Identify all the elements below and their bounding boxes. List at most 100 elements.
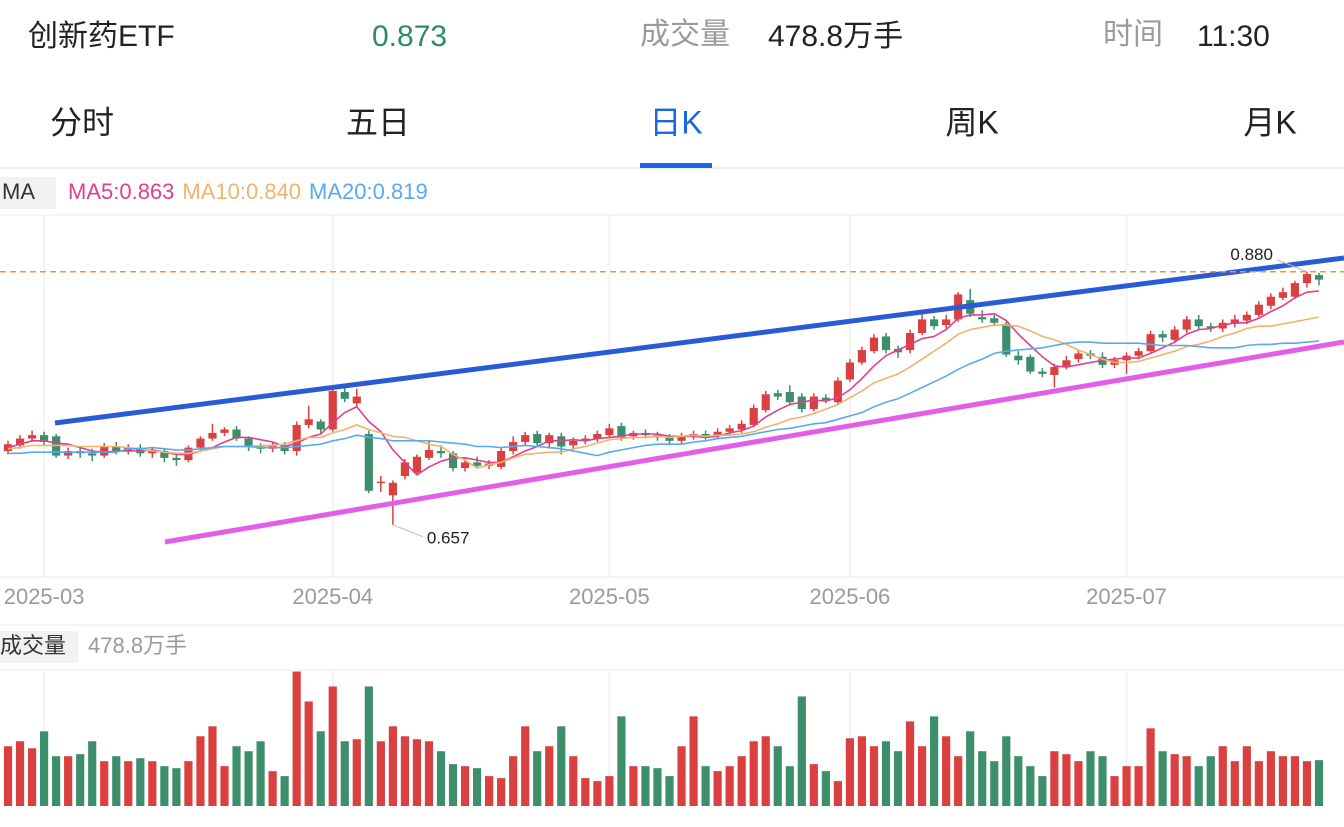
tab[interactable]: 月K	[1243, 104, 1296, 140]
candle-body	[436, 451, 446, 454]
volume-bar	[617, 716, 626, 806]
candle-body	[857, 350, 867, 363]
volume-bar	[1158, 751, 1167, 806]
volume-bar	[893, 751, 903, 806]
volume-bar	[1002, 736, 1011, 806]
volume-bar	[160, 766, 169, 806]
candle-body	[905, 333, 915, 351]
volume-bar	[1062, 754, 1071, 806]
candle-body	[497, 451, 506, 467]
tab[interactable]: 分时	[50, 104, 114, 140]
volume-bar	[990, 761, 999, 806]
tab[interactable]: 五日	[346, 104, 410, 140]
volume-bar	[1122, 766, 1131, 806]
volume-subtitle: 478.8万手	[88, 633, 187, 658]
volume-bar	[76, 754, 85, 806]
volume-bar	[629, 766, 638, 806]
volume-bar	[148, 761, 157, 806]
x-tick-label: 2025-06	[810, 584, 891, 609]
volume-bar	[196, 736, 205, 806]
volume-bar	[641, 766, 650, 806]
volume-bar	[689, 716, 698, 806]
volume-bar	[136, 758, 145, 806]
volume-bar	[1146, 728, 1155, 806]
volume-bar	[292, 671, 301, 806]
candle-body	[545, 435, 554, 444]
volume-bar	[328, 686, 337, 806]
low-label: 0.657	[427, 528, 470, 547]
volume-bar	[88, 741, 97, 806]
candle-body	[328, 390, 337, 430]
ma-line	[8, 340, 1320, 457]
volume-bar	[845, 738, 855, 806]
candle-body	[196, 438, 205, 448]
candle-body	[304, 419, 313, 425]
candle-body	[942, 319, 951, 326]
volume-bar	[569, 756, 578, 806]
candle-body	[761, 394, 770, 411]
volume-bar	[400, 736, 410, 806]
legend-title: MA	[2, 179, 35, 204]
volume-bar	[460, 766, 470, 806]
candle-body	[1314, 275, 1324, 280]
candle-body	[400, 462, 410, 477]
candle-body	[88, 453, 97, 456]
volume-bar	[1254, 761, 1263, 806]
candle-body	[869, 337, 879, 352]
high-leader	[1276, 259, 1308, 273]
volume-bar	[424, 741, 434, 806]
volume-bar	[472, 768, 482, 806]
volume-bar	[1050, 751, 1059, 806]
candle-body	[978, 317, 987, 320]
volume-bar	[352, 739, 361, 806]
candle-body	[1158, 334, 1167, 338]
volume-bar	[1182, 756, 1191, 806]
candle-body	[701, 434, 710, 437]
volume-bar	[208, 726, 217, 806]
legend-entry: MA10:0.840	[182, 179, 301, 204]
volume-bar	[942, 736, 951, 806]
volume-bar	[581, 778, 590, 806]
volume-bar	[412, 739, 422, 806]
x-tick-label: 2025-05	[569, 584, 650, 609]
volume-bar	[364, 686, 373, 806]
low-leader	[392, 524, 424, 538]
grid: 2025-03 2025-04 2025-05 2025-06 2025-07	[4, 215, 1167, 806]
volume-label: 成交量	[640, 18, 730, 51]
annotations: 0.880 0.657	[0, 245, 1344, 547]
tab[interactable]: 周K	[945, 104, 998, 140]
candle-body	[1278, 292, 1287, 298]
candle-body	[112, 446, 121, 452]
x-tick-label: 2025-07	[1086, 584, 1167, 609]
candle-body	[773, 393, 782, 397]
candle-body	[1014, 355, 1023, 361]
candle-body	[148, 451, 157, 454]
volume-bar	[1098, 756, 1107, 806]
candle-body	[244, 438, 253, 447]
candle-body	[665, 437, 674, 441]
volume-bar	[557, 726, 566, 806]
candle-body	[785, 392, 794, 403]
candle-body	[220, 429, 229, 433]
candle-body	[1170, 329, 1179, 340]
price: 0.873	[372, 20, 447, 53]
candle-body	[1194, 319, 1203, 327]
trend-line-lower	[164, 339, 1344, 545]
volume-bar	[1026, 766, 1035, 806]
tabs: 分时 五日 日K 周K 月K	[50, 104, 1297, 168]
volume-bar	[785, 766, 794, 806]
candle-body	[340, 392, 349, 399]
volume-bar	[1074, 761, 1083, 806]
volume-title: 成交量	[0, 633, 66, 658]
volume-bar	[1194, 766, 1203, 806]
tab-indicator	[640, 163, 712, 168]
tab[interactable]: 日K	[649, 104, 702, 140]
volume-bar	[112, 756, 121, 806]
candle-body	[472, 462, 482, 466]
candle-body	[990, 318, 999, 323]
high-label: 0.880	[1230, 245, 1273, 264]
volume-bar	[1134, 766, 1143, 806]
volume-bar	[869, 746, 879, 806]
candle-body	[292, 424, 301, 452]
